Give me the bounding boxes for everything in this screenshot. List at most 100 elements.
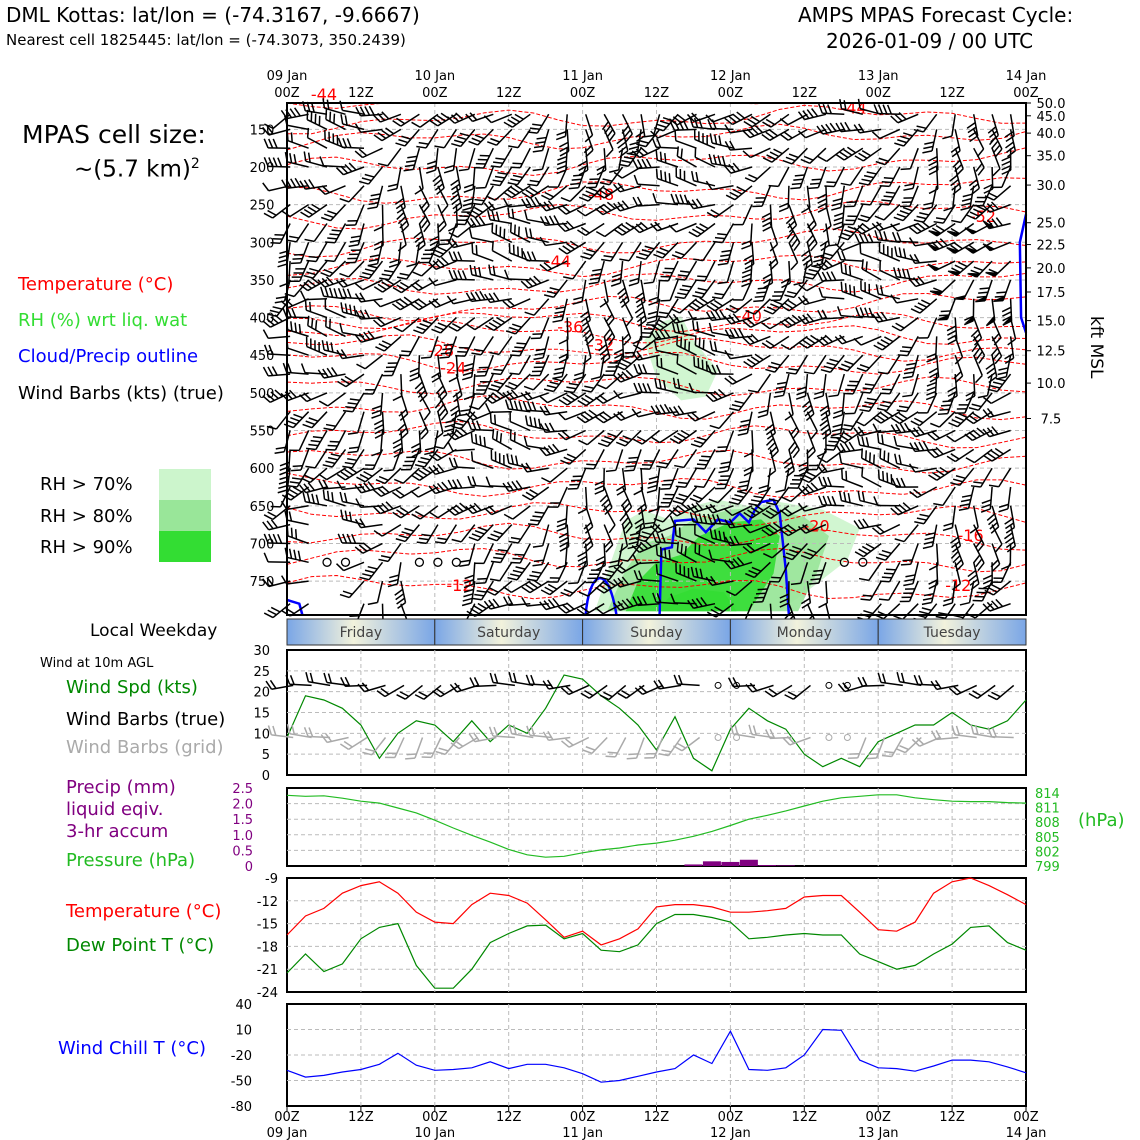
barb-flag	[346, 533, 352, 544]
barb-staff	[903, 524, 919, 543]
barb-staff	[675, 222, 697, 233]
barb-flag	[513, 400, 519, 411]
barb-flag	[524, 311, 535, 316]
barb-flag	[935, 224, 945, 232]
barb-staff	[657, 279, 661, 302]
barb-flag	[741, 273, 752, 279]
pressure-tick-label: 200	[250, 161, 275, 176]
wind-barb	[843, 373, 864, 395]
barb-flag	[469, 217, 477, 227]
barb-staff	[286, 519, 309, 526]
barb-flag	[993, 144, 1001, 154]
barb-flag	[707, 119, 713, 129]
barb-flag	[839, 99, 843, 109]
barb-flag	[844, 442, 851, 452]
barb-flag	[875, 160, 886, 166]
barb-staff	[711, 142, 734, 149]
barb-flag	[785, 156, 796, 162]
barb-flag	[826, 495, 833, 506]
barb-flag	[436, 258, 445, 267]
barb-staff	[696, 222, 716, 238]
barb-flag	[611, 277, 622, 283]
barb-staff	[584, 148, 589, 171]
barb-staff	[865, 354, 882, 372]
barb-flag	[450, 193, 459, 201]
barb-flag	[569, 240, 579, 248]
barb-flag	[320, 216, 331, 222]
barb-flag	[846, 201, 857, 204]
wind-barb	[927, 238, 956, 252]
barb-flag	[320, 272, 330, 278]
wind-barb	[354, 147, 383, 159]
barb-flag	[664, 171, 667, 182]
barb-staff	[619, 261, 624, 284]
barb-staff	[993, 185, 1012, 201]
barb-staff	[499, 147, 513, 168]
wind-barb	[946, 317, 958, 345]
wind-barb	[503, 113, 531, 128]
barb-staff	[749, 335, 771, 346]
pressure-tick-label: 250	[250, 199, 275, 214]
barb-flag	[379, 277, 390, 281]
barb-staff	[877, 238, 900, 244]
barb-flag	[292, 257, 303, 260]
barb-flag	[358, 180, 369, 185]
barb-flag	[877, 469, 880, 480]
barb-flag	[933, 220, 944, 224]
barb-staff	[541, 129, 550, 151]
wind-barb	[817, 147, 845, 163]
wind-barb	[982, 241, 1011, 252]
barb-flag	[340, 165, 349, 174]
barb-flag	[793, 242, 801, 252]
barb-staff	[633, 449, 642, 471]
barb-staff	[472, 441, 494, 451]
cloud-outline	[658, 498, 791, 616]
barb-staff	[989, 222, 1011, 230]
legend-pressure: Pressure (hPa)	[66, 850, 196, 871]
wind-barb	[816, 334, 845, 347]
barb-flag	[961, 202, 972, 207]
wind-barb	[660, 467, 679, 490]
wind-barb	[786, 223, 801, 252]
wind-barb	[890, 111, 919, 124]
barb-flag	[493, 161, 503, 165]
wind-barb	[835, 146, 864, 161]
wind-barb	[502, 197, 531, 208]
wind-barb	[577, 486, 588, 515]
barb-flag	[602, 203, 612, 212]
wind-barb	[762, 113, 790, 128]
barb-flag	[483, 202, 492, 211]
barb-staff	[826, 448, 845, 463]
barb-flag	[943, 206, 954, 212]
barb-staff	[603, 279, 609, 302]
barb-flag	[533, 356, 544, 361]
wind-barb	[942, 114, 956, 140]
barb-flag	[946, 435, 956, 443]
wind-barb	[619, 241, 642, 262]
wind-barb	[844, 185, 864, 208]
barb-flag	[762, 221, 772, 228]
wind-barb	[354, 123, 383, 133]
barb-staff	[931, 185, 938, 208]
barb-staff	[795, 354, 809, 375]
barb-flag	[805, 272, 816, 276]
barb-flag	[304, 300, 308, 311]
wind-barb	[371, 392, 384, 419]
barb-staff	[962, 279, 975, 300]
barb-staff	[914, 260, 937, 264]
wind-barb	[530, 354, 550, 377]
temperature-contour	[286, 228, 1027, 258]
barb-staff	[934, 241, 956, 252]
barb-staff	[662, 241, 679, 259]
barb-staff	[931, 129, 938, 152]
wind-barb	[354, 292, 383, 303]
barb-flag	[823, 252, 834, 257]
barb-flag	[474, 134, 485, 140]
barb-flag	[765, 131, 775, 139]
barb-flag	[544, 405, 551, 415]
barb-flag	[471, 137, 482, 143]
barb-flag	[728, 163, 736, 173]
wind-barb	[717, 242, 735, 266]
wind-barb	[300, 363, 328, 375]
barb-flag	[308, 179, 315, 189]
